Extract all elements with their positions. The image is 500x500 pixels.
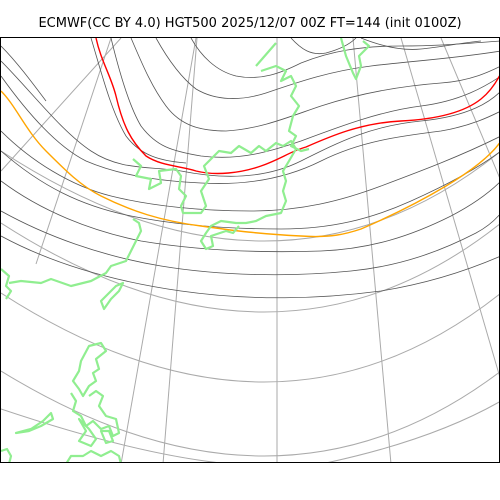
contour-line	[130, 38, 499, 132]
contour-line	[1, 235, 499, 299]
parallel-line	[1, 222, 499, 313]
coastline-archipelago	[71, 341, 108, 398]
meridian-line	[352, 38, 392, 462]
contour-line	[1, 60, 499, 177]
coastline-peninsula	[132, 139, 298, 251]
contour-line	[1, 210, 499, 276]
contour-line	[1, 150, 499, 230]
coastlines	[1, 38, 371, 462]
contour-line	[190, 38, 499, 78]
meridian-line	[162, 38, 198, 462]
coastline-south	[65, 449, 122, 462]
coastline-small-island	[99, 281, 125, 311]
contour-line	[110, 38, 499, 158]
map-panel	[0, 37, 500, 463]
coastline-archipelago	[70, 389, 121, 438]
meridian-line	[400, 38, 499, 376]
coastline-archipelago	[77, 417, 98, 448]
contour-line	[290, 38, 357, 55]
parallel-line	[1, 292, 499, 383]
coastline-landmass-north	[255, 42, 310, 153]
coastline-south-corner	[1, 447, 13, 462]
parallel-line	[1, 150, 499, 242]
coastline-west-arm	[1, 218, 143, 300]
meridian-line	[120, 38, 197, 462]
contour-line	[155, 38, 499, 99]
meridian-line	[1, 38, 122, 172]
contour-line	[360, 38, 482, 50]
coastline-south-west	[14, 411, 55, 435]
parallel-line	[1, 370, 499, 457]
contour-line	[1, 130, 499, 212]
contour-line	[90, 38, 187, 164]
coastline-archipelago	[99, 429, 115, 445]
map-svg	[1, 38, 499, 462]
parallel-line	[327, 401, 499, 462]
height-contours	[1, 38, 499, 299]
meridian-line	[35, 38, 112, 265]
contour-line	[1, 75, 499, 184]
contour-line	[1, 45, 47, 102]
chart-title: ECMWF(CC BY 4.0) HGT500 2025/12/07 00Z F…	[38, 16, 462, 31]
contour-line	[1, 180, 499, 253]
highlight-contour-orange	[1, 90, 499, 238]
coastline-island-north	[339, 38, 371, 81]
highlight-contour-red	[95, 38, 499, 175]
graticule	[1, 38, 499, 462]
parallel-line	[1, 408, 217, 462]
